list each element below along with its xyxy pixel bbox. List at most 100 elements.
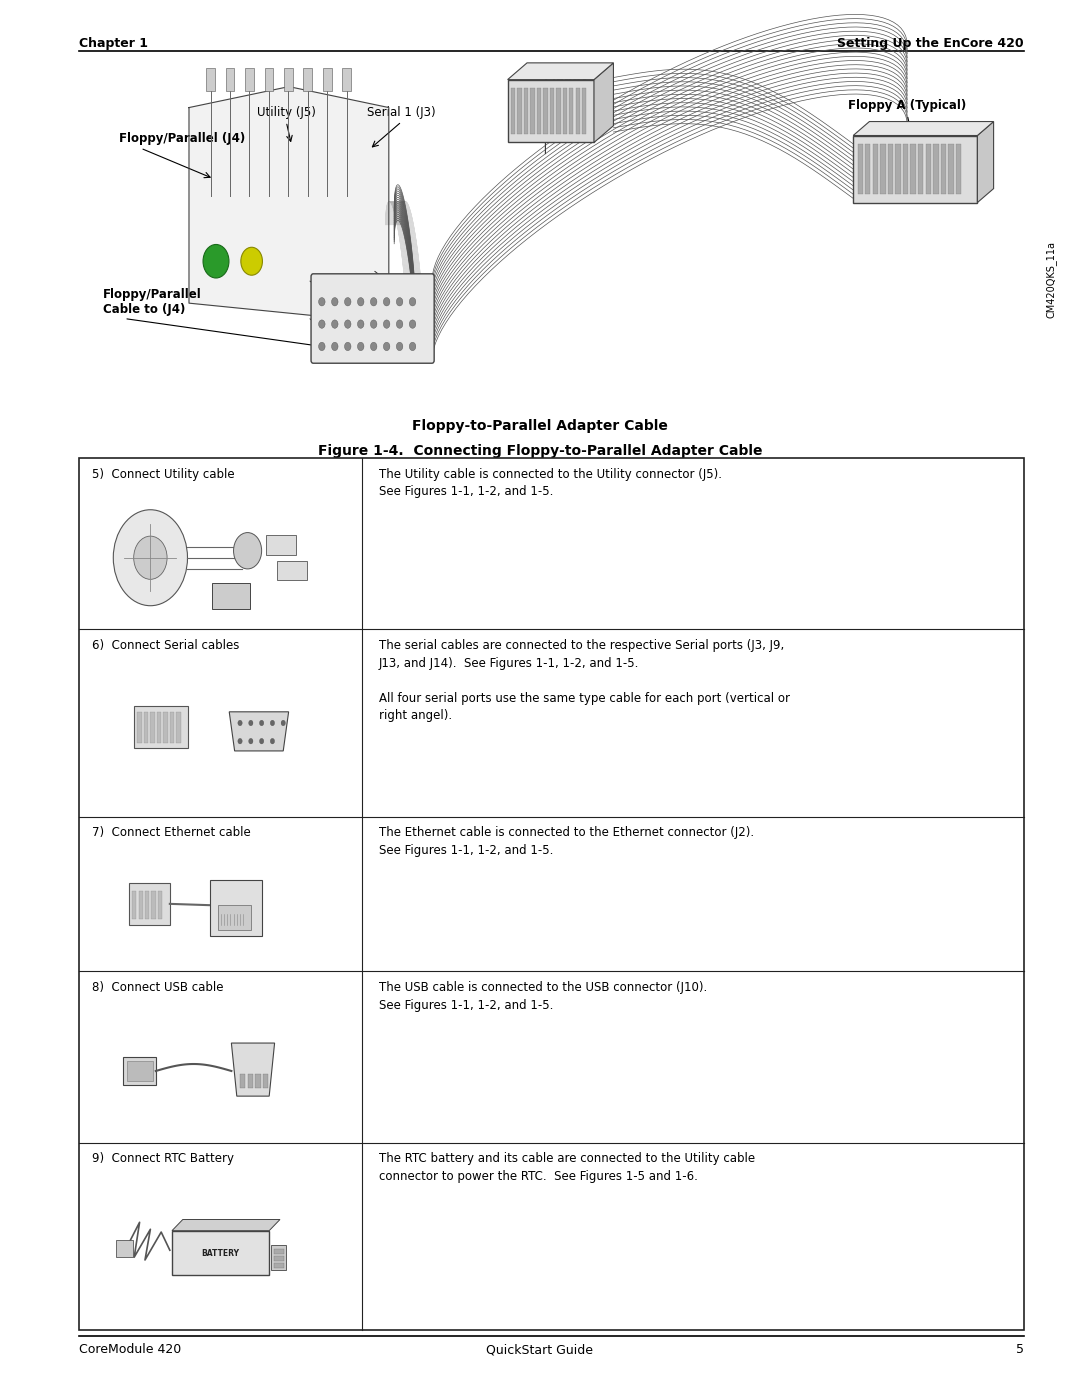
Bar (903, 144, 908, 194)
Circle shape (345, 320, 351, 328)
Polygon shape (172, 1220, 280, 1231)
Circle shape (332, 298, 338, 306)
Bar (323, 68, 332, 91)
Circle shape (370, 298, 377, 306)
Bar (163, 712, 167, 743)
Text: Floppy B: Floppy B (543, 71, 602, 84)
Circle shape (238, 739, 242, 745)
Circle shape (345, 298, 351, 306)
Text: The serial cables are connected to the respective Serial ports (J3, J9,
J13, and: The serial cables are connected to the r… (379, 638, 789, 722)
Bar (145, 891, 149, 919)
Text: Chapter 1: Chapter 1 (79, 36, 148, 49)
Circle shape (409, 298, 416, 306)
Bar (550, 88, 554, 134)
FancyBboxPatch shape (311, 274, 434, 363)
Circle shape (409, 342, 416, 351)
Bar (273, 1263, 284, 1268)
Circle shape (241, 247, 262, 275)
Bar (342, 68, 351, 91)
Bar (873, 144, 878, 194)
Text: Floppy/Parallel
Cable to (J4): Floppy/Parallel Cable to (J4) (103, 288, 201, 316)
Bar (226, 68, 234, 91)
Text: 5)  Connect Utility cable: 5) Connect Utility cable (92, 468, 234, 481)
Bar (941, 144, 946, 194)
Bar (150, 712, 154, 743)
Bar (144, 712, 148, 743)
Circle shape (357, 342, 364, 351)
Text: The USB cable is connected to the USB connector (J10).
See Figures 1-1, 1-2, and: The USB cable is connected to the USB co… (379, 981, 706, 1011)
Circle shape (238, 721, 242, 726)
Text: Floppy/Parallel (J4): Floppy/Parallel (J4) (119, 133, 245, 145)
Circle shape (396, 342, 403, 351)
Bar (956, 144, 961, 194)
Bar (276, 560, 307, 580)
Text: CoreModule 420: CoreModule 420 (79, 1344, 181, 1356)
Text: 9)  Connect RTC Battery: 9) Connect RTC Battery (92, 1153, 233, 1165)
Bar (888, 144, 893, 194)
Bar (858, 144, 863, 194)
Bar (255, 1074, 260, 1088)
Bar (116, 1241, 133, 1257)
Bar (910, 144, 916, 194)
Bar (556, 88, 561, 134)
Text: 8)  Connect USB cable: 8) Connect USB cable (92, 981, 224, 995)
Bar (948, 144, 954, 194)
Bar (895, 144, 901, 194)
Text: QuickStart Guide: QuickStart Guide (486, 1344, 594, 1356)
Bar (151, 891, 156, 919)
Text: The RTC battery and its cable are connected to the Utility cable
connector to po: The RTC battery and its cable are connec… (379, 1153, 755, 1183)
Circle shape (319, 298, 325, 306)
Bar (524, 88, 528, 134)
Bar (582, 88, 586, 134)
Circle shape (370, 342, 377, 351)
Polygon shape (594, 63, 613, 142)
Text: Floppy A (Typical): Floppy A (Typical) (848, 99, 967, 112)
Circle shape (396, 298, 403, 306)
Bar (543, 88, 548, 134)
Bar (123, 1058, 156, 1085)
Circle shape (113, 510, 188, 606)
Bar (303, 68, 312, 91)
Bar (865, 144, 870, 194)
Polygon shape (231, 1044, 274, 1097)
Circle shape (332, 320, 338, 328)
Text: 7)  Connect Ethernet cable: 7) Connect Ethernet cable (92, 827, 251, 840)
Bar (157, 712, 161, 743)
Bar (537, 88, 541, 134)
Bar (176, 712, 180, 743)
Bar (137, 712, 141, 743)
Circle shape (409, 320, 416, 328)
Circle shape (396, 320, 403, 328)
Bar (206, 68, 215, 91)
Text: Serial 1 (J3): Serial 1 (J3) (367, 106, 436, 119)
Text: CM420QKS_11a: CM420QKS_11a (1045, 240, 1056, 319)
Circle shape (383, 320, 390, 328)
Bar (245, 68, 254, 91)
Bar (265, 68, 273, 91)
Bar (218, 905, 251, 930)
Polygon shape (977, 122, 994, 203)
Circle shape (248, 721, 253, 726)
Circle shape (259, 721, 264, 726)
Bar (210, 880, 261, 936)
Bar (563, 88, 567, 134)
Bar (517, 88, 522, 134)
Circle shape (270, 721, 274, 726)
Circle shape (383, 298, 390, 306)
Polygon shape (189, 87, 389, 317)
Bar (79, 458, 1024, 1330)
Bar (172, 1231, 269, 1275)
Bar (247, 1074, 253, 1088)
Circle shape (203, 244, 229, 278)
Text: Utility (J5): Utility (J5) (257, 106, 315, 119)
Bar (132, 891, 136, 919)
Bar (853, 136, 977, 203)
Circle shape (383, 342, 390, 351)
Circle shape (281, 721, 285, 726)
Circle shape (332, 342, 338, 351)
Bar (576, 88, 580, 134)
Bar (266, 535, 296, 555)
Circle shape (345, 342, 351, 351)
Bar (138, 891, 143, 919)
Circle shape (233, 532, 261, 569)
